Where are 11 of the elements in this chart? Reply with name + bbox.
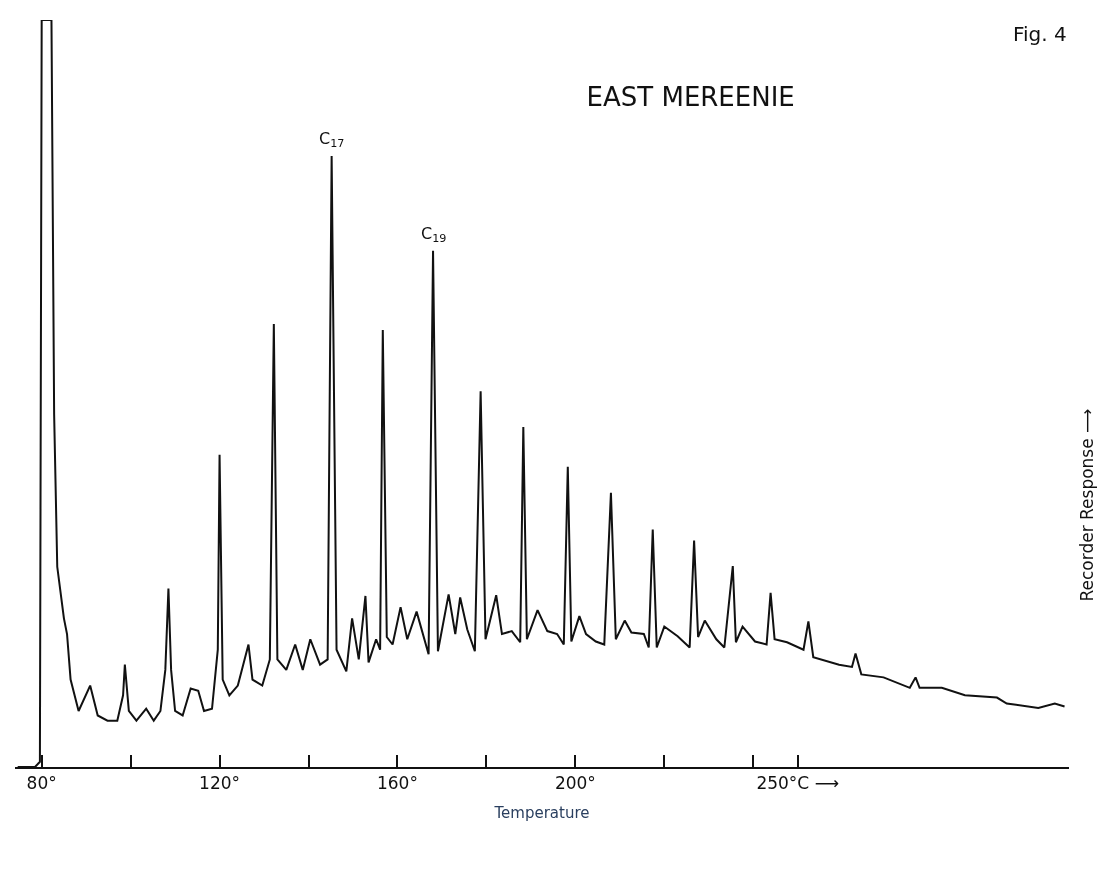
text: EAST MEREENIE [586,81,795,112]
x-tick-label: 120° [199,773,241,794]
x-axis-title: Temperature [493,803,590,822]
x-tick-label: 250°C ⟶ [756,773,840,794]
x-tick-label: 160° [376,773,418,794]
annotation: Fig. 4 [1013,22,1067,46]
y-axis-title: Recorder Response ⟶ [1077,408,1098,602]
x-tick-label: 200° [554,773,596,794]
annotation: C$_{19}$ [421,224,447,246]
annotation: C$_{17}$ [319,129,345,151]
x-tick-label: 80° [26,773,57,794]
